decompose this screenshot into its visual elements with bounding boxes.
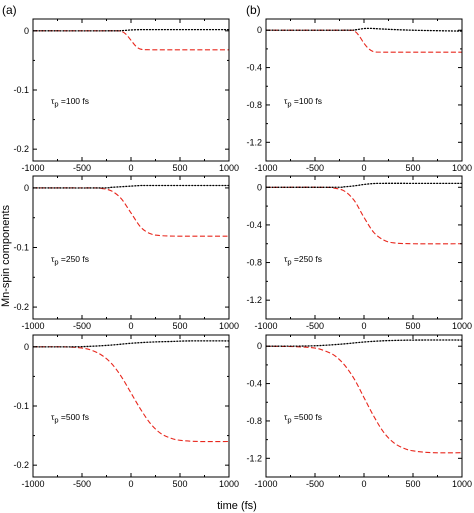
plot-frame bbox=[265, 18, 463, 162]
y-tick-label: 0 bbox=[24, 183, 29, 193]
plot-frame bbox=[265, 175, 463, 320]
column-label-b: (b) bbox=[246, 3, 261, 17]
panel-a1: -1000 -500 0 500 1000 0 -0.1 -0.2 τp =100 fs bbox=[13, 18, 239, 173]
y-axis-title: Mn-spin components bbox=[0, 204, 12, 307]
x-tick-label: 1000 bbox=[219, 479, 239, 489]
x-tick-label: -1000 bbox=[254, 163, 277, 173]
pulse-width-annotation: τp =100 fs bbox=[51, 96, 89, 109]
series-group bbox=[33, 340, 229, 443]
x-tick-label: 1000 bbox=[452, 321, 472, 331]
x-tick-label: -1000 bbox=[21, 321, 44, 331]
dotted-series-line bbox=[266, 27, 462, 32]
y-tick-label: -0.8 bbox=[246, 258, 262, 268]
y-tick-label: -1.2 bbox=[246, 453, 262, 463]
dotted-series-line bbox=[266, 339, 462, 347]
series-group bbox=[33, 184, 229, 237]
y-tick-label: 0 bbox=[24, 26, 29, 36]
y-tick-label: -0.4 bbox=[246, 63, 262, 73]
x-tick-label: 500 bbox=[405, 479, 420, 489]
panel-a3: -1000 -500 0 500 1000 0 -0.1 -0.2 τp =500 fs bbox=[13, 334, 239, 489]
column-label-a: (a) bbox=[2, 3, 17, 17]
dotted-series-line bbox=[266, 182, 462, 188]
x-tick-label: 1000 bbox=[452, 479, 472, 489]
y-tick-label: -0.2 bbox=[13, 144, 29, 154]
x-tick-label: -500 bbox=[73, 479, 91, 489]
x-tick-label: 0 bbox=[361, 479, 366, 489]
x-tick-label: -1000 bbox=[21, 479, 44, 489]
dashed-series-line bbox=[266, 29, 462, 53]
x-tick-label: 0 bbox=[361, 163, 366, 173]
dashed-series-line bbox=[33, 30, 229, 51]
y-tick-label: -0.2 bbox=[13, 460, 29, 470]
pulse-width-annotation: τp =500 fs bbox=[284, 412, 322, 425]
y-tick-label: -0.1 bbox=[13, 85, 29, 95]
series-group bbox=[266, 182, 462, 245]
x-tick-label: -500 bbox=[73, 321, 91, 331]
panel-b2: -1000 -500 0 500 1000 0 -0.4 -0.8 -1.2 τp =250 fs bbox=[246, 175, 472, 331]
dashed-series-line bbox=[33, 187, 229, 237]
panel-b3: -1000 -500 0 500 1000 0 -0.4 -0.8 -1.2 τp =500 fs bbox=[246, 334, 472, 489]
y-tick-label: 0 bbox=[257, 341, 262, 351]
y-tick-label: -0.1 bbox=[13, 401, 29, 411]
panel-b1: -1000 -500 0 500 1000 0 -0.4 -0.8 -1.2 τp =100 fs bbox=[246, 18, 472, 173]
dotted-series-line bbox=[33, 340, 229, 348]
plot-frame bbox=[265, 334, 463, 478]
y-tick-label: 0 bbox=[257, 25, 262, 35]
plot-frame bbox=[32, 334, 230, 478]
dotted-series-line bbox=[33, 28, 229, 32]
series-group bbox=[266, 27, 462, 53]
y-tick-label: -1.2 bbox=[246, 295, 262, 305]
y-tick-label: -1.2 bbox=[246, 137, 262, 147]
x-tick-label: 1000 bbox=[452, 163, 472, 173]
y-tick-label: 0 bbox=[257, 182, 262, 192]
dashed-series-line bbox=[266, 186, 462, 245]
x-tick-label: 500 bbox=[172, 321, 187, 331]
y-tick-label: -0.8 bbox=[246, 416, 262, 426]
y-tick-label: -0.2 bbox=[13, 302, 29, 312]
x-axis-title: time (fs) bbox=[217, 500, 257, 512]
x-tick-label: 500 bbox=[405, 163, 420, 173]
pulse-width-annotation: τp =250 fs bbox=[284, 254, 322, 267]
x-tick-label: -1000 bbox=[21, 163, 44, 173]
plot-frame bbox=[32, 175, 230, 320]
dashed-series-line bbox=[33, 346, 229, 443]
x-tick-label: -500 bbox=[306, 479, 324, 489]
panel-a2: -1000 -500 0 500 1000 0 -0.1 -0.2 τp =250 fs bbox=[13, 175, 239, 331]
series-group bbox=[33, 28, 229, 51]
series-group bbox=[266, 339, 462, 454]
pulse-width-annotation: τp =250 fs bbox=[51, 254, 89, 267]
pulse-width-annotation: τp =500 fs bbox=[51, 412, 89, 425]
x-tick-label: -500 bbox=[73, 163, 91, 173]
y-tick-label: -0.4 bbox=[246, 220, 262, 230]
dashed-series-line bbox=[266, 345, 462, 454]
x-tick-label: 0 bbox=[361, 321, 366, 331]
x-tick-label: -500 bbox=[306, 163, 324, 173]
x-tick-label: -1000 bbox=[254, 479, 277, 489]
x-tick-label: -500 bbox=[306, 321, 324, 331]
x-tick-label: 500 bbox=[172, 163, 187, 173]
y-tick-label: -0.4 bbox=[246, 379, 262, 389]
x-tick-label: 0 bbox=[128, 321, 133, 331]
y-tick-label: -0.1 bbox=[13, 243, 29, 253]
x-tick-label: 0 bbox=[128, 479, 133, 489]
x-tick-label: 500 bbox=[172, 479, 187, 489]
y-tick-label: 0 bbox=[24, 342, 29, 352]
y-tick-label: -0.8 bbox=[246, 100, 262, 110]
dotted-series-line bbox=[33, 184, 229, 189]
x-tick-label: 1000 bbox=[219, 321, 239, 331]
x-tick-label: -1000 bbox=[254, 321, 277, 331]
x-tick-label: 1000 bbox=[219, 163, 239, 173]
x-tick-label: 500 bbox=[405, 321, 420, 331]
pulse-width-annotation: τp =100 fs bbox=[284, 96, 322, 109]
x-tick-label: 0 bbox=[128, 163, 133, 173]
